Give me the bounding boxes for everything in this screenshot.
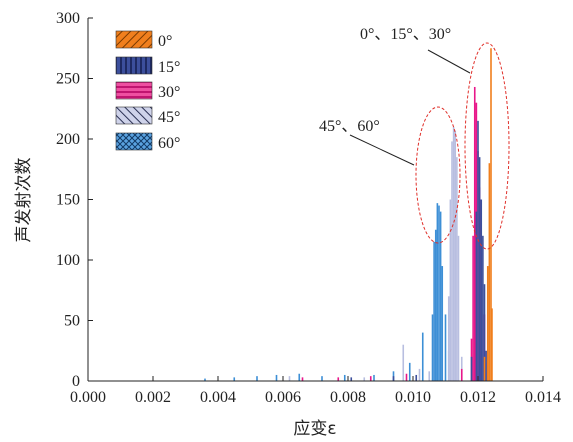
bar-series-0 bbox=[491, 308, 493, 381]
bar-series-4 bbox=[321, 376, 323, 381]
x-tick-label: 0.010 bbox=[395, 389, 431, 406]
annotation-ellipse-45-60 bbox=[415, 106, 461, 244]
legend-label-60: 60° bbox=[158, 135, 180, 152]
bar-series-3 bbox=[456, 157, 458, 381]
bar-series-3 bbox=[452, 126, 455, 382]
bar-series-4 bbox=[343, 374, 346, 381]
annotation-label-0-15-30: 0°、15°、30° bbox=[360, 26, 451, 43]
bar-series-1 bbox=[350, 377, 353, 381]
bar-series-2 bbox=[369, 376, 372, 381]
y-tick-label: 200 bbox=[56, 131, 80, 148]
y-tick-label: 300 bbox=[56, 10, 80, 27]
legend-label-30: 30° bbox=[158, 84, 180, 101]
bar-series-0 bbox=[488, 163, 491, 381]
bar-series-4 bbox=[275, 374, 278, 381]
bar-series-4 bbox=[204, 378, 206, 381]
bar-series-3 bbox=[447, 296, 450, 381]
bar-series-1 bbox=[480, 199, 483, 381]
legend-swatch-45 bbox=[115, 106, 153, 125]
legend-swatch-0 bbox=[115, 30, 153, 49]
bar-series-1 bbox=[477, 120, 479, 381]
y-tick-label: 50 bbox=[64, 313, 80, 330]
bar-series-2 bbox=[473, 86, 476, 381]
x-tick-label: 0.000 bbox=[70, 389, 106, 406]
x-tick-label: 0.004 bbox=[200, 389, 236, 406]
y-tick-label: 0 bbox=[72, 373, 80, 390]
bar-series-1 bbox=[470, 356, 473, 381]
bar-series-4 bbox=[408, 362, 411, 381]
bar-series-4 bbox=[298, 373, 301, 381]
legend-label-45: 45° bbox=[158, 109, 180, 126]
bar-series-2 bbox=[301, 377, 304, 381]
bar-series-0 bbox=[490, 48, 492, 381]
annotation-label-45-60: 45°、60° bbox=[319, 118, 380, 135]
bar-series-2 bbox=[405, 373, 408, 381]
y-tick-label: 100 bbox=[56, 252, 80, 269]
bar-series-4 bbox=[233, 377, 236, 381]
bar-series-4 bbox=[256, 376, 258, 381]
bar-series-1 bbox=[485, 350, 487, 381]
annotation-leader-0-15-30 bbox=[427, 49, 471, 74]
annotation-ellipse-0-15-30 bbox=[464, 42, 510, 250]
bar-series-1 bbox=[483, 284, 486, 381]
y-axis-title: 声发射次数 bbox=[14, 158, 34, 243]
legend-swatch-30 bbox=[115, 81, 153, 100]
annotation-leader-45-60 bbox=[349, 134, 415, 166]
bar-series-3 bbox=[451, 141, 453, 381]
bar-series-3 bbox=[363, 377, 366, 381]
bar-series-3 bbox=[449, 199, 452, 381]
bar-series-2 bbox=[337, 377, 340, 381]
bar-series-1 bbox=[415, 374, 418, 381]
legend-swatch-60 bbox=[115, 132, 153, 151]
bar-series-2 bbox=[472, 235, 474, 381]
legend-label-15: 15° bbox=[158, 59, 180, 76]
bar-series-4 bbox=[434, 229, 437, 381]
bars-layer bbox=[204, 48, 493, 382]
bar-series-1 bbox=[392, 376, 395, 381]
bar-series-1 bbox=[475, 211, 478, 381]
bar-series-1 bbox=[478, 157, 481, 381]
bar-series-4 bbox=[436, 203, 439, 381]
bar-series-1 bbox=[482, 235, 484, 381]
x-tick-label: 0.012 bbox=[460, 389, 496, 406]
x-tick-label: 0.008 bbox=[330, 389, 366, 406]
bar-series-4 bbox=[431, 314, 434, 381]
bar-series-3 bbox=[402, 344, 405, 381]
y-tick-label: 150 bbox=[56, 192, 80, 209]
bar-series-4 bbox=[439, 211, 442, 381]
y-tick-label: 250 bbox=[56, 71, 80, 88]
bar-series-0 bbox=[483, 356, 486, 381]
legend-swatch-15 bbox=[115, 56, 153, 75]
bar-series-0 bbox=[486, 266, 489, 381]
bar-series-4 bbox=[438, 205, 440, 381]
legend-label-0: 0° bbox=[158, 33, 172, 50]
x-tick-label: 0.002 bbox=[135, 389, 171, 406]
bar-series-4 bbox=[444, 314, 447, 381]
bar-series-3 bbox=[457, 235, 460, 381]
bar-series-4 bbox=[373, 374, 375, 381]
bar-series-3 bbox=[428, 371, 431, 381]
bar-series-3 bbox=[288, 376, 291, 381]
bar-series-2 bbox=[460, 368, 463, 381]
legend: 0° 15° 30° 45° 60° bbox=[115, 30, 180, 152]
bar-series-4 bbox=[441, 266, 444, 381]
bar-series-3 bbox=[454, 130, 457, 381]
x-tick-label: 0.014 bbox=[525, 389, 561, 406]
x-axis-title: 应变ε bbox=[293, 419, 336, 439]
bar-series-3 bbox=[418, 368, 421, 381]
x-tick-label: 0.006 bbox=[265, 389, 301, 406]
bar-series-4 bbox=[433, 241, 435, 381]
bar-series-4 bbox=[421, 332, 424, 381]
ticks-layer: 0.000 0.002 0.004 0.006 0.008 0.010 0.012 0.014… bbox=[56, 10, 561, 406]
